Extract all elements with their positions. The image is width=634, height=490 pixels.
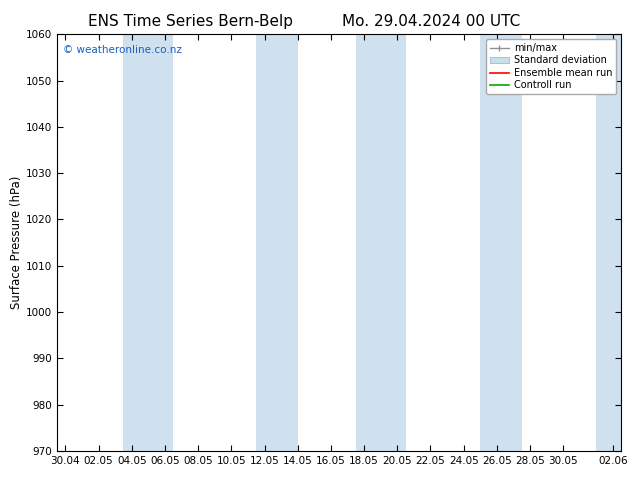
Bar [356,34,406,451]
Bar [597,34,621,451]
Bar [256,34,298,451]
Legend: min/max, Standard deviation, Ensemble mean run, Controll run: min/max, Standard deviation, Ensemble me… [486,39,616,94]
Text: Mo. 29.04.2024 00 UTC: Mo. 29.04.2024 00 UTC [342,14,521,29]
Y-axis label: Surface Pressure (hPa): Surface Pressure (hPa) [10,176,23,309]
Bar [481,34,522,451]
Text: © weatheronline.co.nz: © weatheronline.co.nz [63,45,181,55]
Bar [124,34,173,451]
Text: ENS Time Series Bern-Belp: ENS Time Series Bern-Belp [87,14,293,29]
